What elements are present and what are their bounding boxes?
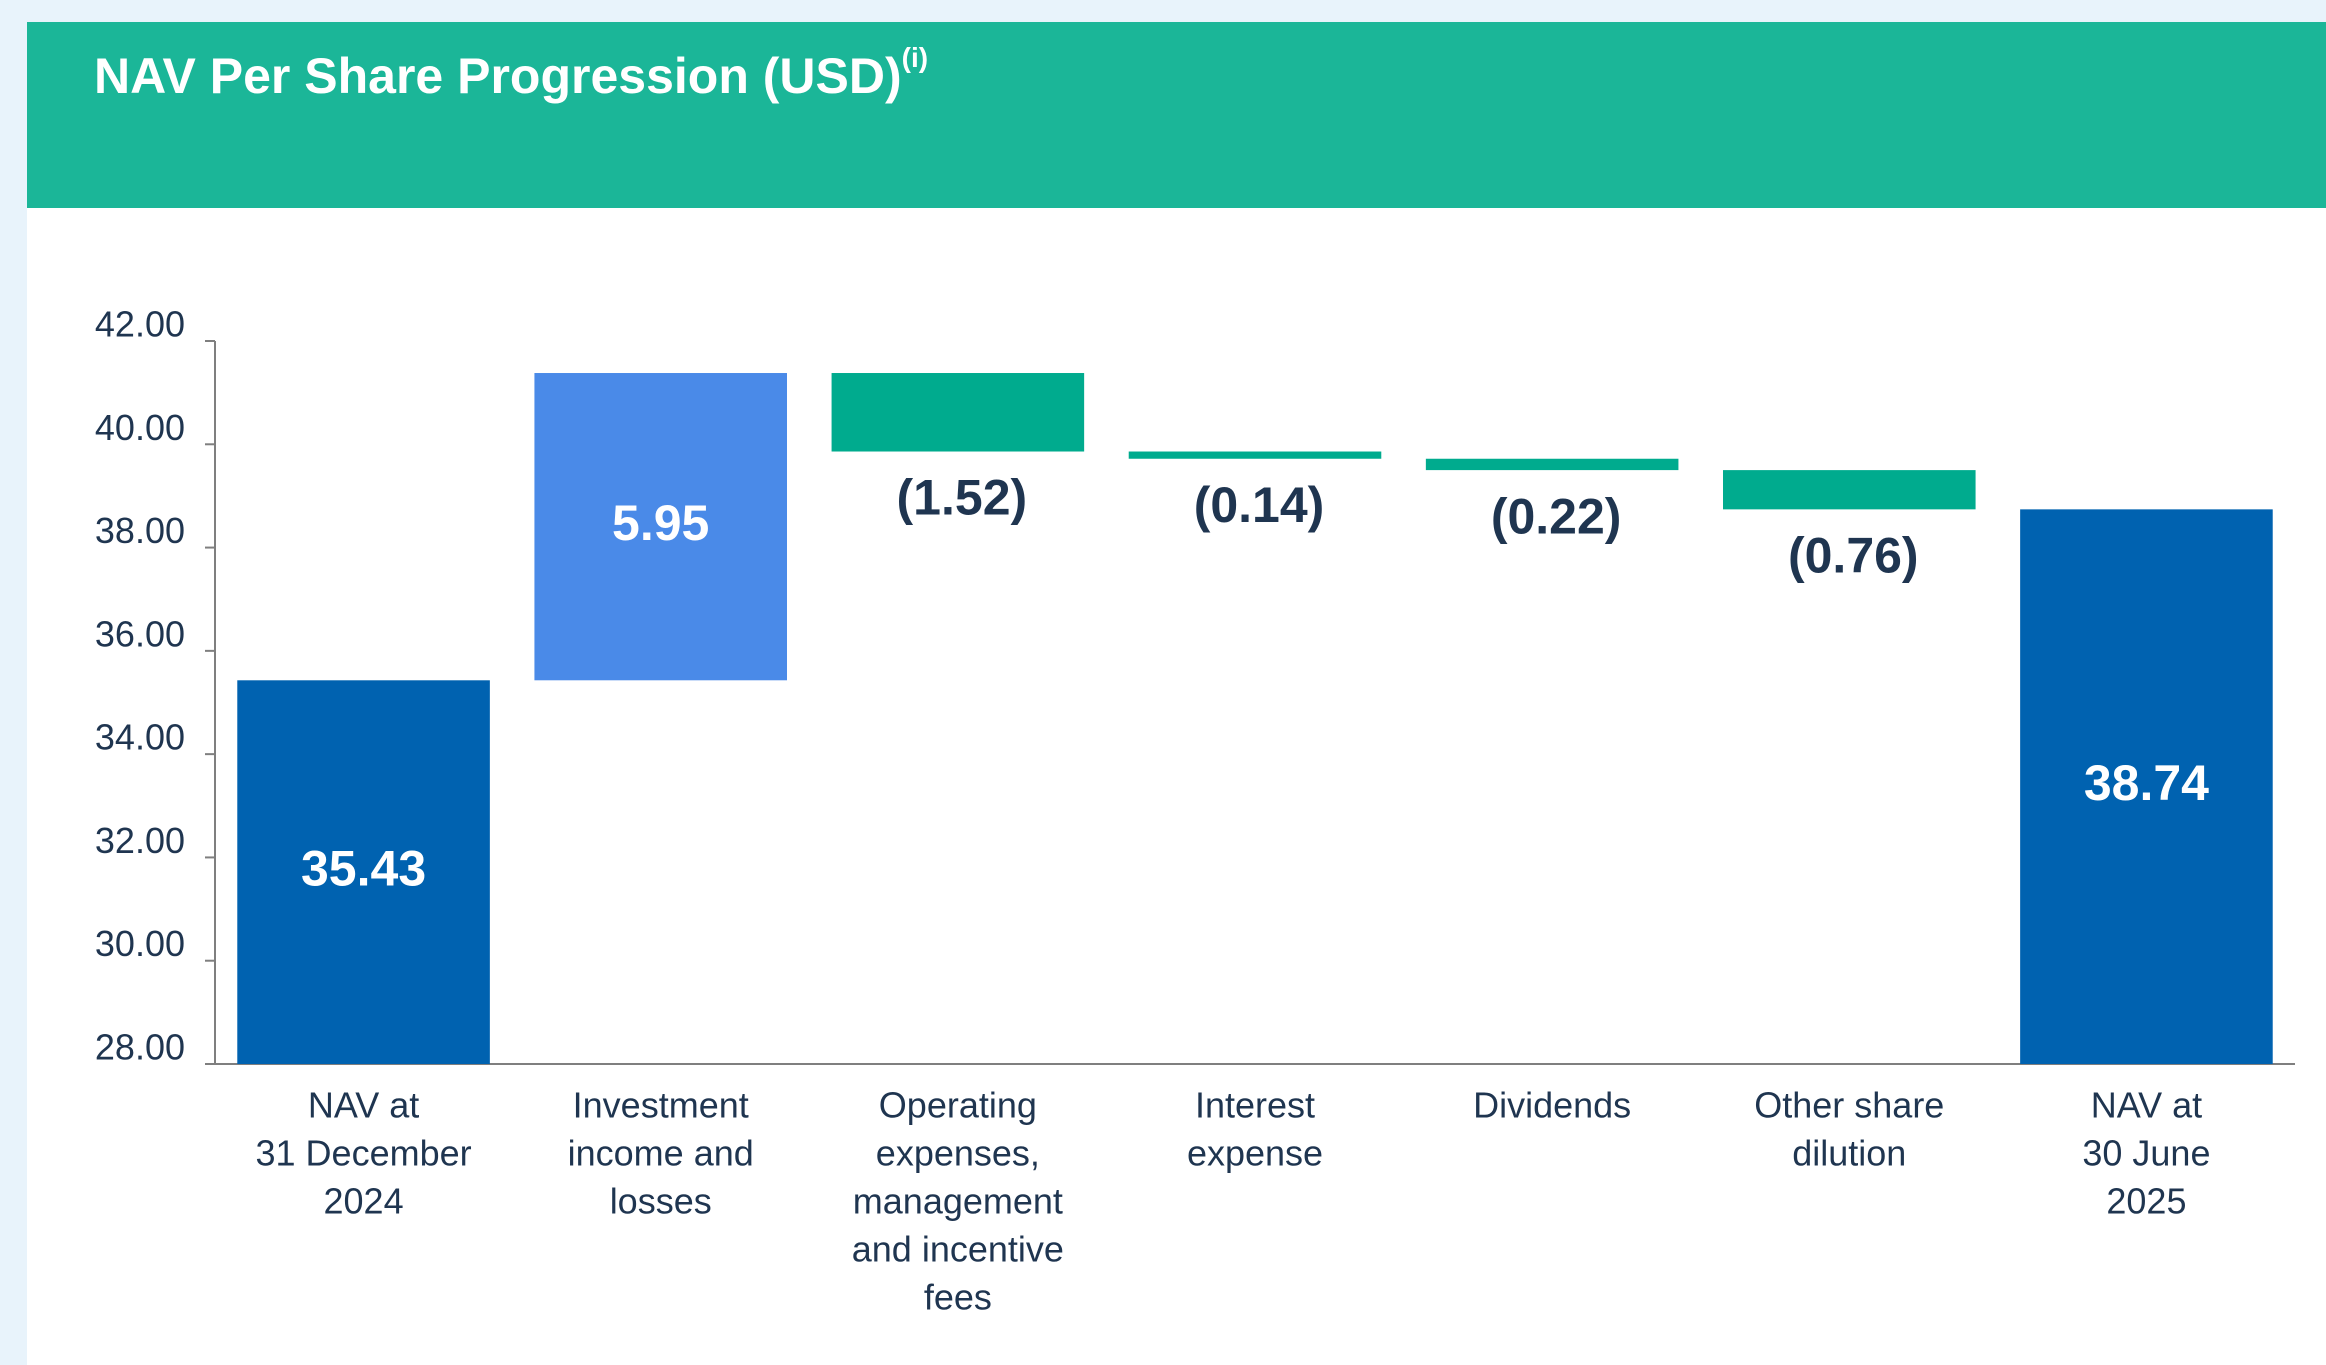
x-tick-label: Operating (879, 1085, 1037, 1126)
x-tick-label: NAV at (2091, 1085, 2202, 1126)
y-tick-label: 42.00 (95, 304, 185, 345)
bar (831, 373, 1085, 452)
bar (237, 680, 490, 1064)
x-tick-label: income and (568, 1133, 754, 1174)
x-tick-label: Other share (1754, 1085, 1944, 1126)
x-tick-label: 2025 (2106, 1181, 2186, 1222)
x-tick-label: Interest (1195, 1085, 1315, 1126)
bar (1723, 470, 1976, 510)
y-tick-label: 30.00 (95, 923, 185, 964)
x-tick-label: losses (610, 1181, 712, 1222)
x-tick-label: NAV at (308, 1085, 419, 1126)
value-label: (0.22) (1491, 488, 1622, 544)
title-note: (i) (902, 42, 928, 73)
y-tick-label: 34.00 (95, 717, 185, 758)
x-tick-label: 2024 (324, 1181, 404, 1222)
title-text: NAV Per Share Progression (USD) (94, 48, 902, 104)
x-tick-label: expenses, (876, 1133, 1040, 1174)
y-tick-label: 32.00 (95, 820, 185, 861)
bar (1128, 451, 1382, 459)
bar (2020, 509, 2273, 1064)
value-label: 5.95 (612, 495, 709, 551)
chart-title: NAV Per Share Progression (USD)(i) (94, 42, 928, 104)
x-tick-label: 31 December (256, 1133, 472, 1174)
x-tick-label: management (853, 1181, 1063, 1222)
x-tick-label: Dividends (1473, 1085, 1631, 1126)
x-tick-label: fees (924, 1277, 992, 1318)
x-tick-label: and incentive (852, 1229, 1064, 1270)
x-tick-label: expense (1187, 1133, 1323, 1174)
header (27, 22, 2326, 208)
x-tick-label: 30 June (2082, 1133, 2210, 1174)
value-label: 38.74 (2084, 755, 2209, 811)
x-tick-label: dilution (1792, 1133, 1906, 1174)
bar (1425, 458, 1679, 471)
x-tick-label: Investment (573, 1085, 749, 1126)
value-label: (1.52) (897, 470, 1028, 526)
y-tick-label: 36.00 (95, 613, 185, 654)
value-label: (0.76) (1788, 528, 1919, 584)
y-tick-label: 40.00 (95, 407, 185, 448)
y-tick-label: 38.00 (95, 510, 185, 551)
bar (534, 373, 787, 681)
y-tick-label: 28.00 (95, 1027, 185, 1068)
value-label: 35.43 (301, 840, 426, 896)
value-label: (0.14) (1194, 477, 1325, 533)
